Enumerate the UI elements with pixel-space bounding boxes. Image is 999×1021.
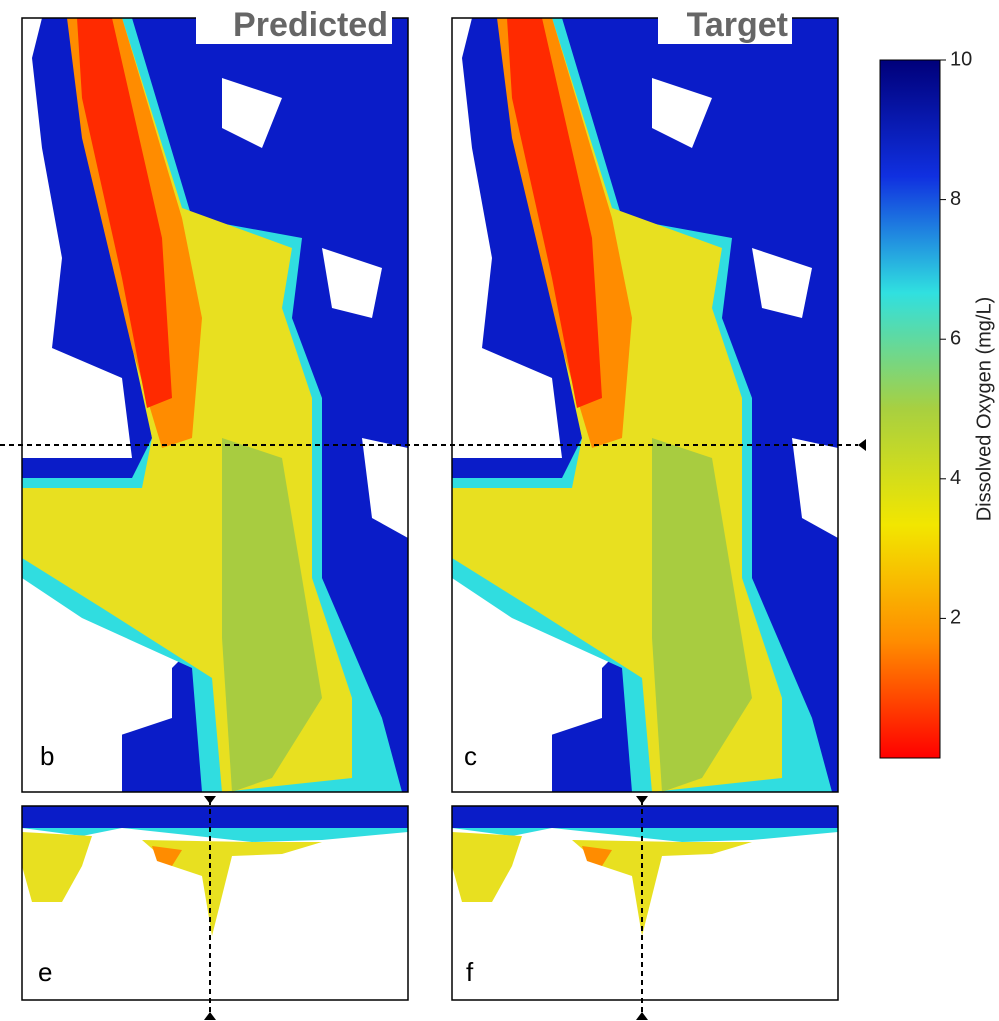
title-bg [196, 4, 392, 44]
panel-label: e [38, 957, 52, 987]
panel-title: Target [687, 6, 788, 44]
panel-label: f [466, 957, 474, 987]
colorbar-tick-label: 8 [950, 188, 961, 210]
section-marker [204, 796, 216, 804]
section-marker [204, 1012, 216, 1020]
colorbar [879, 59, 941, 759]
panel-frame [451, 805, 839, 1001]
colorbar-tick-label: 10 [950, 48, 972, 70]
panel-label: b [40, 741, 54, 771]
colorbar-tick-label: 4 [950, 467, 961, 489]
panel-frame [451, 17, 839, 793]
colorbar-label: Dissolved Oxygen (mg/L) [973, 297, 995, 522]
panel-title: Predicted [233, 6, 388, 44]
panel-label: c [464, 741, 477, 771]
colorbar-tick-label: 2 [950, 607, 961, 629]
section-marker [636, 796, 648, 804]
panel-frame [21, 805, 409, 1001]
title-bg [658, 4, 792, 44]
colorbar-tick-label: 6 [950, 327, 961, 349]
section-marker [858, 439, 866, 451]
section-marker [636, 1012, 648, 1020]
